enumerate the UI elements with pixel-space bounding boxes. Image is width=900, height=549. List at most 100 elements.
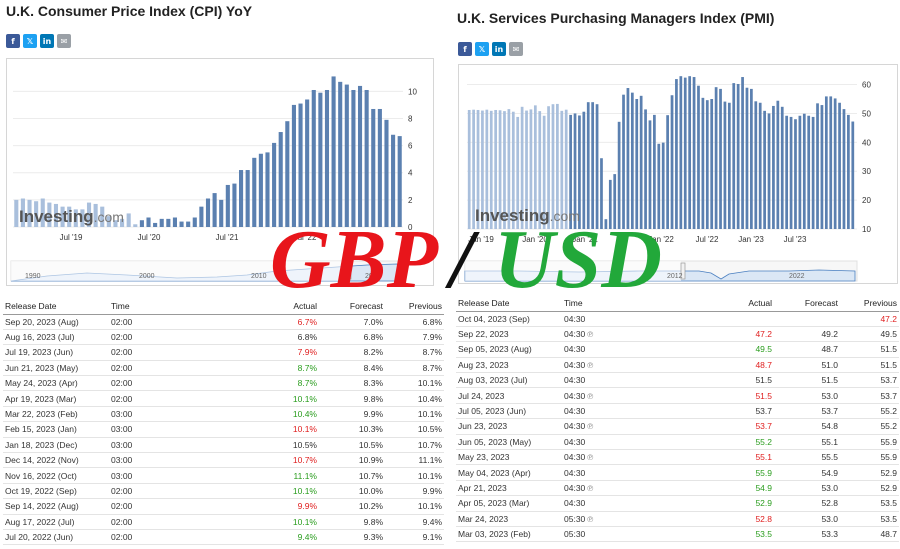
data-bar[interactable] [305, 99, 310, 227]
data-bar[interactable] [573, 113, 577, 229]
data-bar[interactable] [675, 79, 678, 229]
data-bar[interactable] [644, 109, 647, 229]
data-bar[interactable] [133, 224, 138, 227]
data-bar[interactable] [391, 134, 396, 227]
preliminary-icon[interactable]: ℗ [587, 453, 594, 463]
data-bar[interactable] [648, 120, 652, 229]
data-bar[interactable] [338, 81, 343, 227]
data-bar[interactable] [714, 87, 718, 229]
data-bar[interactable] [719, 88, 722, 229]
data-bar[interactable] [371, 108, 376, 227]
data-bar[interactable] [60, 206, 65, 227]
data-bar[interactable] [710, 99, 714, 229]
data-bar[interactable] [613, 174, 617, 229]
data-bar[interactable] [467, 109, 471, 229]
facebook-share-icon[interactable]: f [458, 42, 472, 56]
data-bar[interactable] [851, 121, 855, 229]
data-bar[interactable] [126, 213, 131, 227]
data-bar[interactable] [377, 108, 382, 227]
data-bar[interactable] [564, 109, 568, 229]
data-bar[interactable] [785, 115, 789, 229]
data-bar[interactable] [252, 157, 257, 227]
table-row[interactable]: May 04, 2023 (Apr) 04:30 55.9 54.9 52.9 [456, 464, 899, 481]
data-bar[interactable] [661, 142, 665, 229]
table-row[interactable]: Oct 04, 2023 (Sep) 04:30 47.2 [456, 311, 899, 327]
data-bar[interactable] [53, 203, 59, 227]
table-row[interactable]: Mar 22, 2023 (Feb) 03:00 10.4% 9.9% 10.1% [3, 406, 444, 423]
data-bar[interactable] [40, 198, 45, 227]
data-bar[interactable] [789, 116, 793, 229]
table-row[interactable]: Sep 14, 2022 (Aug) 02:00 9.9% 10.2% 10.1% [3, 498, 444, 515]
linkedin-share-icon[interactable]: in [492, 42, 506, 56]
data-bar[interactable] [533, 105, 537, 229]
table-row[interactable]: Jul 20, 2022 (Jun) 02:00 9.4% 9.3% 9.1% [3, 529, 444, 546]
data-bar[interactable] [120, 218, 125, 227]
data-bar[interactable] [192, 217, 197, 228]
data-bar[interactable] [14, 199, 19, 227]
table-row[interactable]: Apr 19, 2023 (Mar) 02:00 10.1% 9.8% 10.4% [3, 390, 444, 407]
data-bar[interactable] [697, 85, 700, 230]
data-bar[interactable] [692, 77, 696, 229]
data-bar[interactable] [67, 206, 72, 227]
data-bar[interactable] [146, 217, 151, 228]
data-bar[interactable] [364, 89, 369, 228]
data-bar[interactable] [780, 106, 784, 229]
table-row[interactable]: Aug 03, 2023 (Jul) 04:30 51.5 51.5 53.7 [456, 372, 899, 389]
data-bar[interactable] [278, 132, 283, 227]
data-bar[interactable] [595, 104, 599, 229]
data-bar[interactable] [397, 136, 402, 227]
data-bar[interactable] [258, 153, 263, 227]
email-share-icon[interactable]: ✉ [57, 34, 71, 48]
data-bar[interactable] [556, 103, 559, 229]
data-bar[interactable] [498, 110, 502, 229]
data-bar[interactable] [516, 116, 520, 229]
col-forecast[interactable]: Forecast [774, 295, 840, 312]
data-bar[interactable] [318, 92, 323, 227]
table-row[interactable]: Sep 20, 2023 (Aug) 02:00 6.7% 7.0% 6.8% [3, 314, 444, 330]
data-bar[interactable] [820, 105, 824, 229]
data-bar[interactable] [351, 89, 356, 228]
preliminary-icon[interactable]: ℗ [587, 360, 594, 370]
table-row[interactable]: Jun 05, 2023 (May) 04:30 55.2 55.1 55.9 [456, 434, 899, 451]
table-row[interactable]: May 23, 2023 04:30 ℗ 55.1 55.5 55.9 [456, 449, 899, 466]
table-row[interactable]: Sep 22, 2023 04:30 ℗ 47.2 49.2 49.5 [456, 326, 899, 343]
data-bar[interactable] [679, 76, 683, 230]
data-bar[interactable] [153, 222, 158, 227]
col-actual[interactable]: Actual [622, 295, 774, 312]
data-bar[interactable] [604, 219, 608, 229]
data-bar[interactable] [172, 217, 177, 228]
data-bar[interactable] [344, 84, 349, 227]
data-bar[interactable] [758, 102, 762, 229]
data-bar[interactable] [586, 102, 590, 229]
data-bar[interactable] [639, 95, 643, 229]
col-release-date[interactable]: Release Date [456, 295, 562, 312]
twitter-share-icon[interactable]: 𝕏 [475, 42, 489, 56]
data-bar[interactable] [582, 111, 586, 229]
data-bar[interactable] [489, 110, 493, 229]
col-release-date[interactable]: Release Date [3, 298, 109, 315]
data-bar[interactable] [525, 110, 528, 229]
email-share-icon[interactable]: ✉ [509, 42, 523, 56]
data-bar[interactable] [285, 121, 290, 227]
table-row[interactable]: Jul 19, 2023 (Jun) 02:00 7.9% 8.2% 8.7% [3, 344, 444, 361]
data-bar[interactable] [732, 83, 736, 229]
data-bar[interactable] [324, 89, 330, 228]
table-row[interactable]: Nov 16, 2022 (Oct) 03:00 11.1% 10.7% 10.1% [3, 467, 444, 484]
table-row[interactable]: Jul 24, 2023 04:30 ℗ 51.5 53.0 53.7 [456, 387, 899, 404]
data-bar[interactable] [794, 119, 797, 229]
data-bar[interactable] [139, 220, 144, 227]
data-bar[interactable] [298, 103, 303, 227]
data-bar[interactable] [705, 100, 709, 229]
data-bar[interactable] [635, 99, 639, 229]
data-bar[interactable] [741, 77, 744, 229]
data-bar[interactable] [481, 110, 484, 229]
data-bar[interactable] [763, 110, 766, 229]
data-bar[interactable] [683, 77, 687, 230]
pmi-chart[interactable]: 10 20 30 40 50 60 Jan '19 Jan '20 Jan '21 Jan '22… [458, 64, 898, 284]
table-row[interactable]: Jul 05, 2023 (Jun) 04:30 53.7 53.7 55.2 [456, 403, 899, 420]
data-bar[interactable] [232, 183, 237, 227]
data-bar[interactable] [219, 199, 224, 227]
preliminary-icon[interactable]: ℗ [587, 391, 594, 401]
col-time[interactable]: Time [562, 295, 622, 312]
facebook-share-icon[interactable]: f [6, 34, 20, 48]
